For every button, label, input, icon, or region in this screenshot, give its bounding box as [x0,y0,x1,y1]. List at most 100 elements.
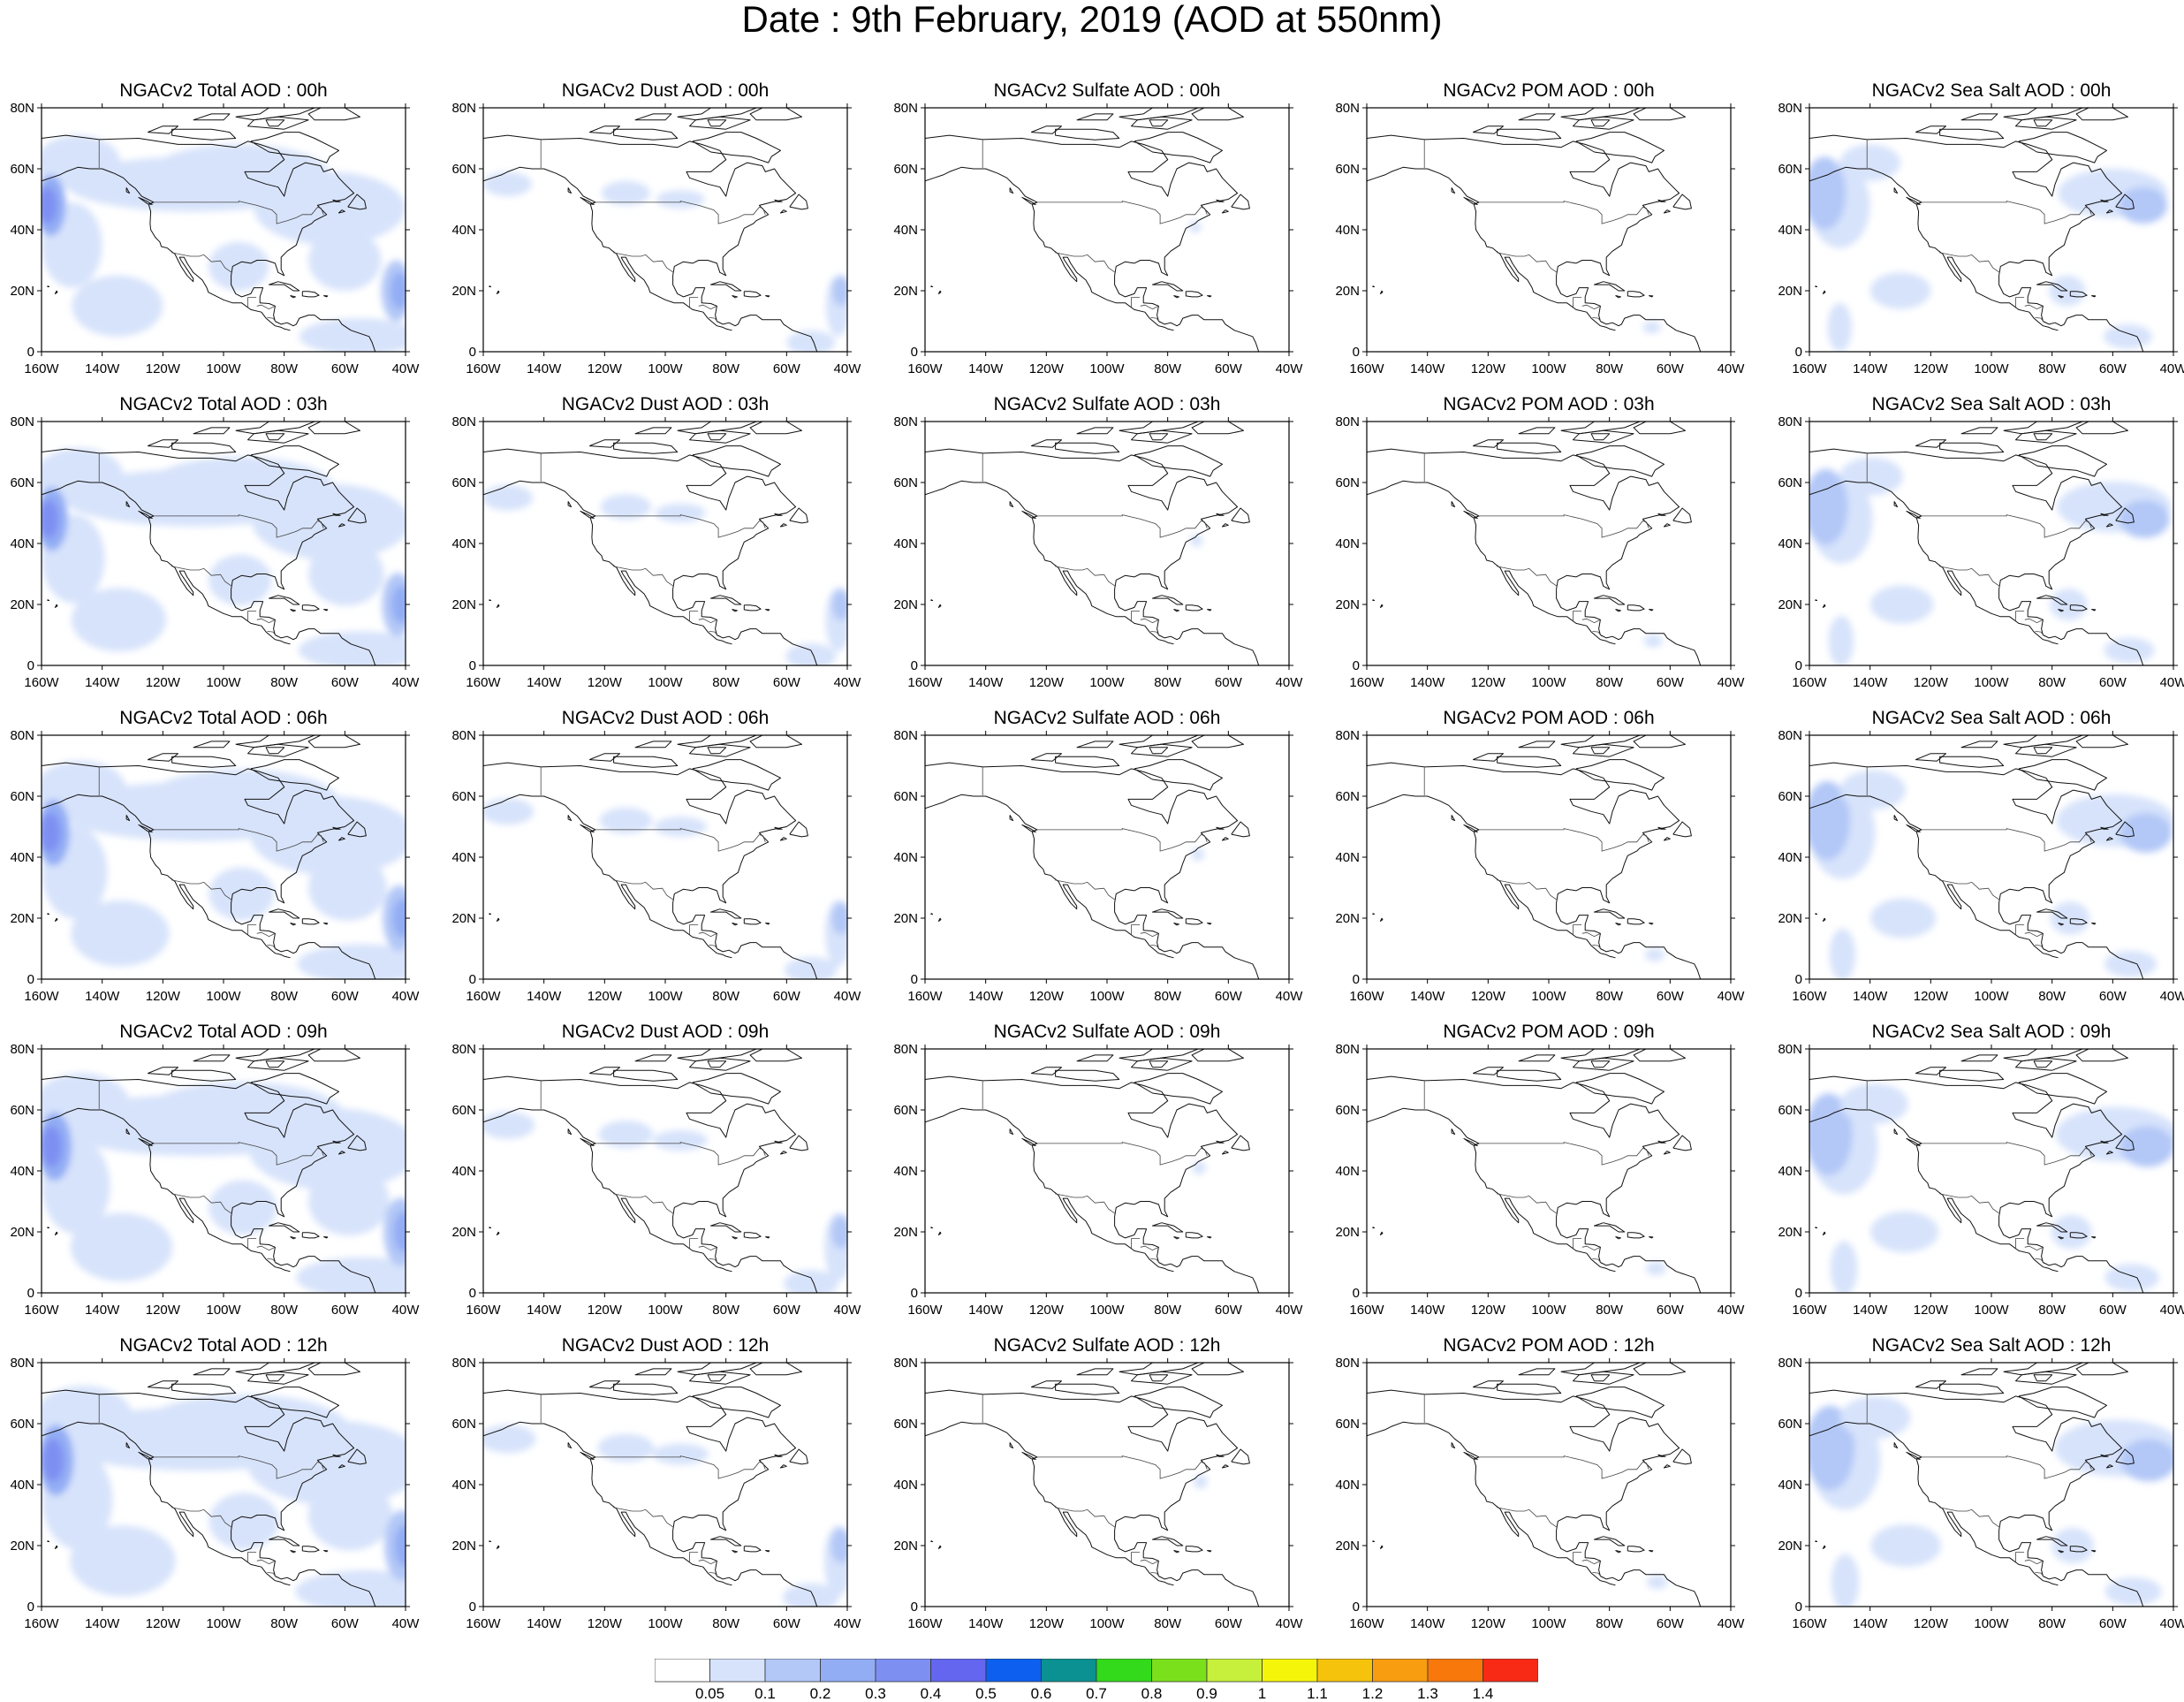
lon-tick-label: 120W [588,1616,623,1631]
lon-tick-label: 60W [1657,675,1685,690]
aod-plume [208,241,269,291]
panel-title: NGACv2 Sulfate AOD : 03h [993,394,1221,414]
coastline [138,1451,153,1460]
coastline [1594,1536,1626,1546]
lat-tick-label: 60N [1778,1417,1802,1432]
coastline [1960,1368,1998,1376]
coastline [743,918,762,925]
lat-tick-label: 0 [27,1599,34,1615]
country-border [1581,304,1600,310]
coastline [1560,735,1641,748]
coastline [54,1545,58,1549]
lat-tick-label: 80N [10,728,34,743]
coastline [347,1448,367,1465]
coastline [47,1540,50,1542]
lon-tick-label: 160W [1349,675,1384,690]
lat-tick-label: 80N [451,101,476,116]
lon-tick-label: 60W [2099,1303,2127,1318]
coastline [2058,295,2064,299]
lat-tick-label: 60N [1778,475,1802,490]
coastline [489,913,492,915]
coastline [1815,599,1818,601]
lon-tick-label: 120W [146,675,181,690]
country-border [171,1193,232,1214]
country-border [267,317,277,323]
country-border [709,945,719,951]
coastline [323,609,329,612]
coastline [2036,1536,2068,1546]
coastline [2075,1363,2128,1376]
colorbar-swatch [985,1659,1042,1683]
lon-tick-label: 80W [270,1616,299,1631]
panel-title: NGACv2 POM AOD : 09h [1443,1022,1655,1042]
lat-tick-label: 20N [451,597,476,612]
country-border [698,1559,717,1565]
country-border [1592,1572,1603,1578]
lon-tick-label: 40W [834,361,862,376]
coastline [1372,1540,1376,1542]
coastline [1590,1060,1611,1068]
lat-tick-label: 40N [451,850,476,865]
colorbar-label: 0.7 [1086,1685,1107,1702]
map-canvas: 80N 60N 40N 20N 0 160W 140W 120W 100W 80W 60W 40W [1778,1042,2184,1318]
coastline [925,448,1260,665]
country-border [1140,618,1158,624]
coastline [265,1374,285,1382]
lat-tick-label: 0 [27,1286,34,1301]
lon-tick-label: 60W [773,1616,801,1631]
aod-plume [2104,1577,2162,1606]
coastline [2036,595,2068,605]
aod-plume [307,1479,393,1551]
coastline [925,1075,1260,1293]
coastline [138,510,153,519]
aod-plume [2104,1264,2159,1292]
panel-title: NGACv2 Dust AOD : 12h [561,1335,770,1356]
colorbar-label: 1.3 [1417,1685,1438,1702]
lon-tick-label: 120W [1471,361,1506,376]
aod-plume [209,1180,277,1235]
coastline [250,132,339,163]
country-border [689,924,699,935]
coastline [138,1137,153,1146]
aod-plume [2104,637,2155,664]
coastline [1173,1236,1179,1240]
coastline [1594,595,1626,605]
coastline [323,1236,329,1239]
lat-tick-label: 40N [893,536,918,551]
country-border [709,317,719,323]
coastline [1231,1448,1250,1465]
lat-tick-label: 60N [1778,789,1802,804]
coastline [780,837,787,841]
lon-tick-label: 40W [1276,675,1304,690]
lat-tick-label: 40N [1335,223,1360,238]
coastline [269,1536,300,1546]
colorbar-swatch [1427,1659,1483,1683]
coastline [338,209,345,214]
coastline [301,1232,320,1239]
coastline [307,108,360,121]
country-border [247,1552,257,1562]
lon-tick-label: 80W [1596,361,1624,376]
country-border [171,879,232,900]
coastline [789,1448,808,1465]
coastline [1207,923,1212,925]
lon-tick-label: 140W [85,675,120,690]
lon-tick-label: 120W [588,675,623,690]
coastline [290,923,296,926]
coastline [1906,1451,1921,1460]
coastline [301,918,320,925]
coastline [1822,290,1826,294]
lon-tick-label: 140W [1410,675,1445,690]
coastline [2036,908,2068,919]
coastline [1560,422,1641,435]
coastline [235,735,315,748]
country-border [1592,317,1603,323]
coastline [1809,134,2144,352]
country-border [2015,297,2025,308]
aod-plume [1828,615,1854,665]
coastline [235,1363,315,1376]
coastline [2100,826,2109,830]
colorbar-label: 0.2 [810,1685,831,1702]
coastline [47,1227,50,1228]
coastline [1076,1368,1114,1376]
